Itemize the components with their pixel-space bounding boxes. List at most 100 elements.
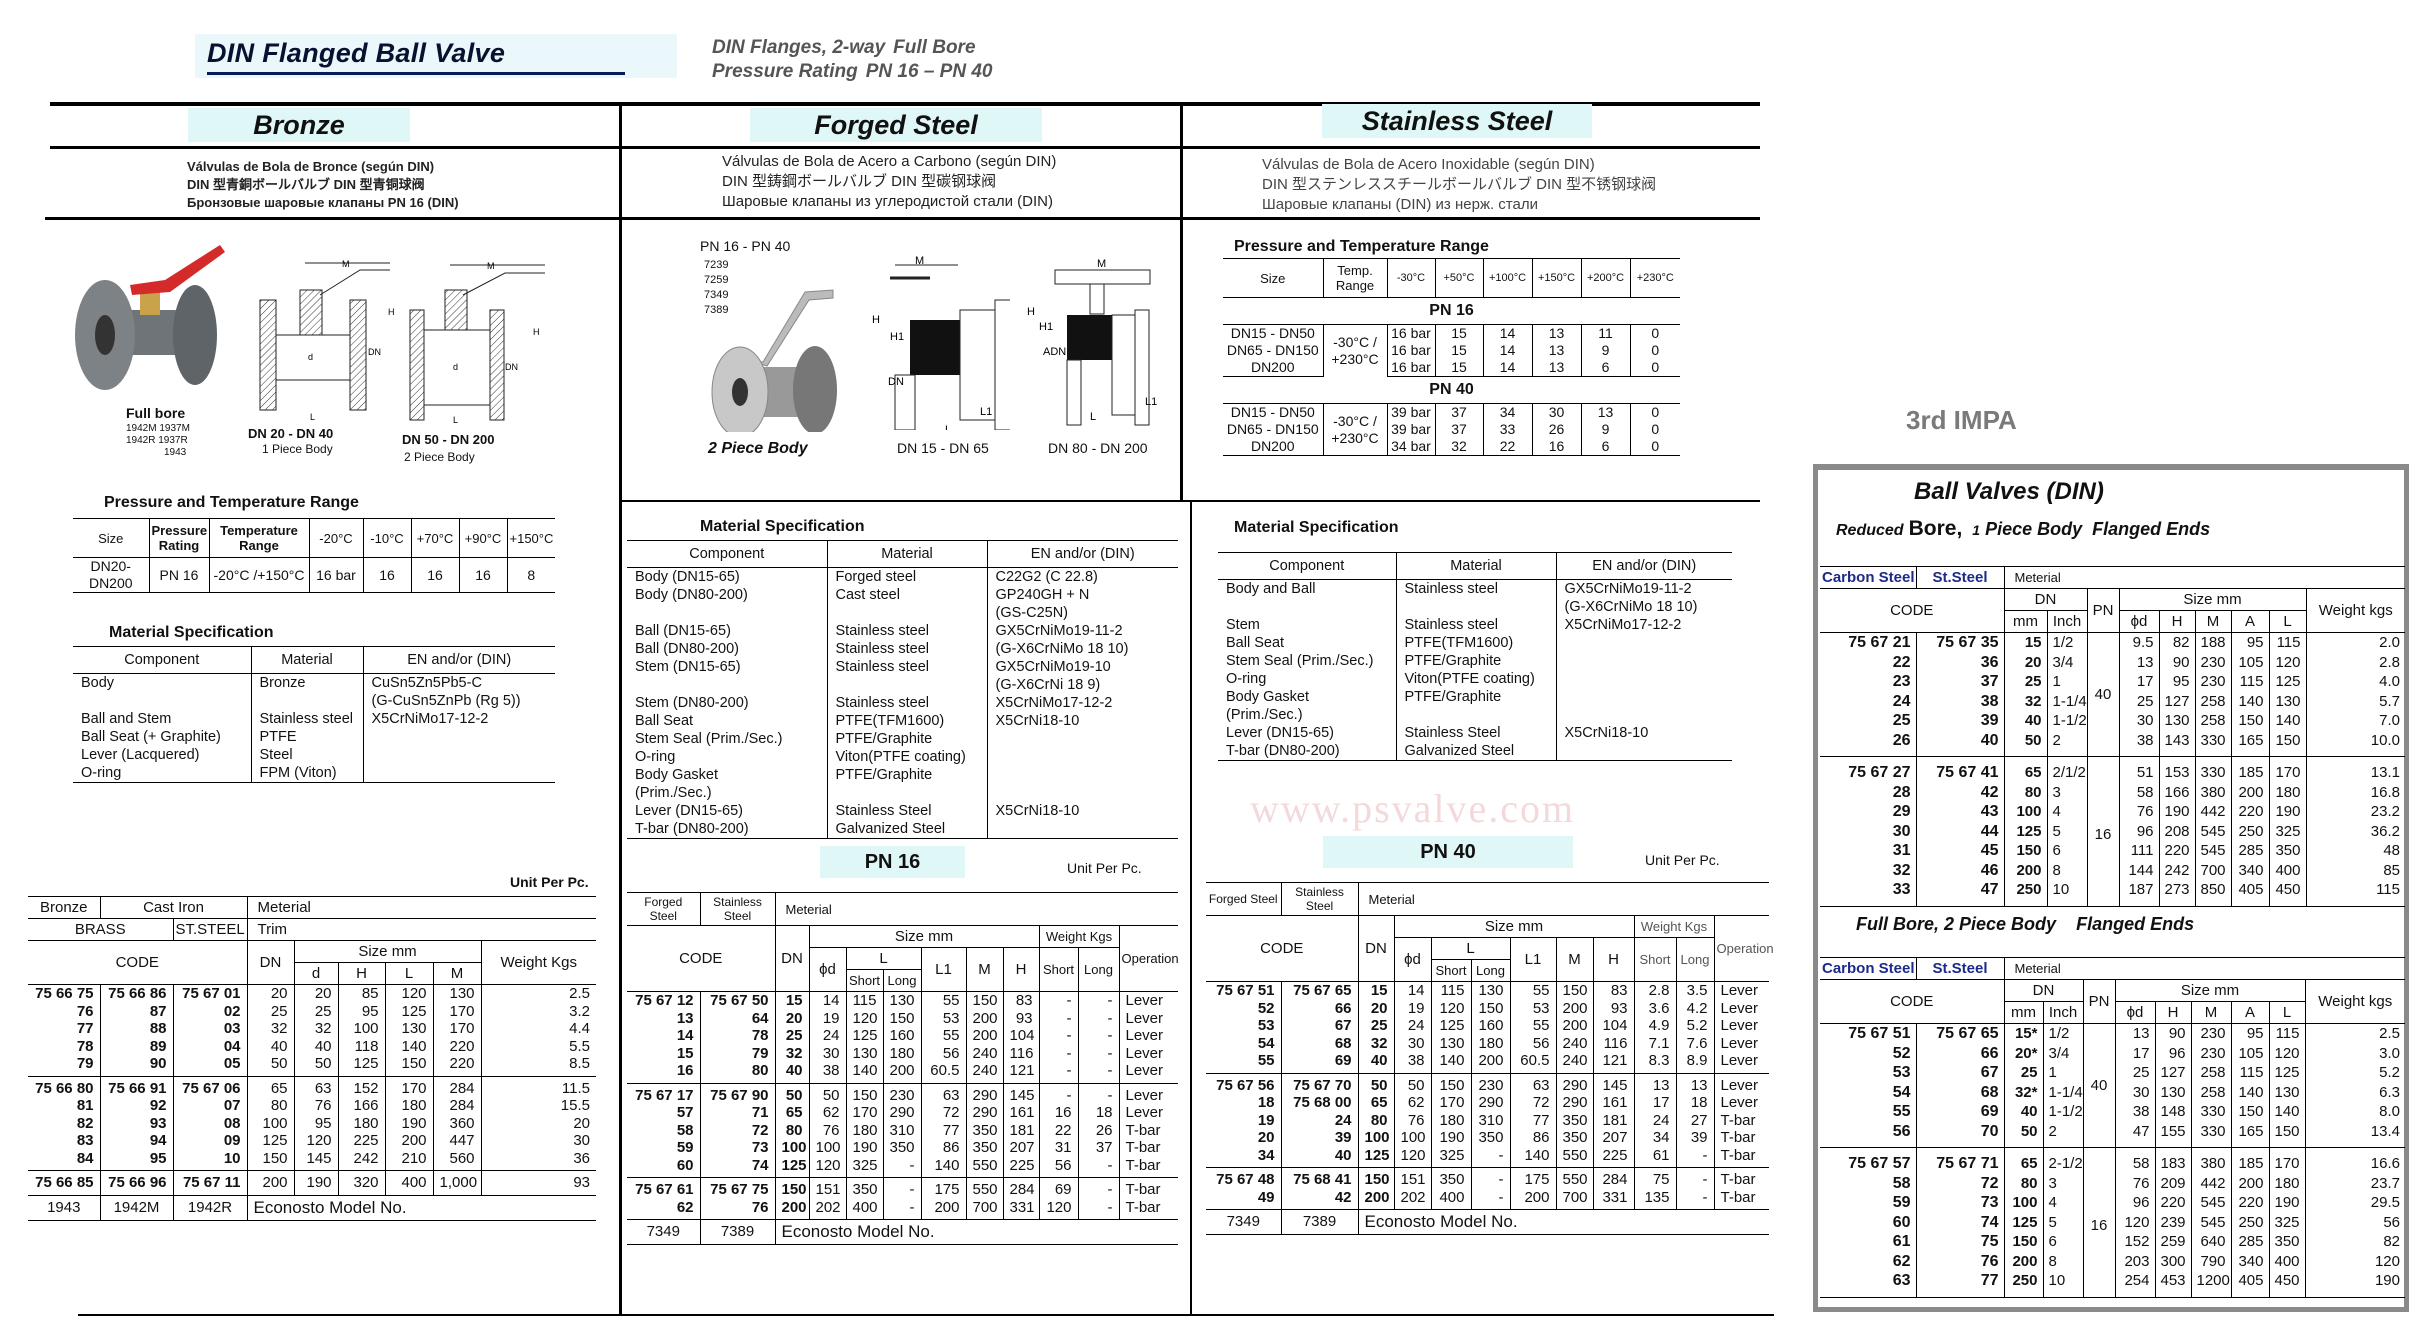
- cell: 95: [2230, 632, 2269, 653]
- cell: 115: [1430, 981, 1471, 1000]
- cell: 75: [1633, 1167, 1676, 1189]
- cell: 75 67 61: [627, 1177, 700, 1199]
- cell: 7.1: [1633, 1034, 1676, 1052]
- material-row: (G-CuSn5ZnPb (Rg 5)): [73, 692, 555, 710]
- cell: 51: [2118, 756, 2159, 783]
- cell: 331: [1002, 1198, 1039, 1220]
- cell: PTFE/Graphite: [826, 766, 987, 784]
- cell: 65: [2003, 756, 2047, 783]
- cell: Lever: [1118, 1044, 1178, 1062]
- cell: 453: [2154, 1271, 2191, 1297]
- cell: 150: [1555, 981, 1593, 1000]
- cell: 31: [1038, 1139, 1078, 1157]
- cell: -: [1077, 1198, 1119, 1220]
- cell: 9.5: [2118, 632, 2159, 653]
- cell: 26: [1077, 1121, 1119, 1139]
- bronze-diagram1-range: DN 20 - DN 40: [248, 426, 334, 441]
- hdr-mm: mm: [2003, 610, 2048, 633]
- cell: 350: [1470, 1129, 1510, 1147]
- cell: 56: [1509, 1034, 1556, 1052]
- stainless-translations: Válvulas de Bola de Acero Inoxidable (se…: [1262, 155, 1656, 215]
- cell: 130: [845, 1044, 883, 1062]
- hdr-M: M: [965, 947, 1004, 992]
- hdr-H: H: [1592, 937, 1635, 982]
- col-pressure: Pressure Rating: [148, 518, 209, 558]
- dim-H: H: [1027, 306, 1035, 318]
- cell: 284: [432, 1097, 482, 1115]
- cell: 130: [2268, 691, 2306, 711]
- cell: 320: [337, 1170, 386, 1195]
- code-row: 56 70 50 2 47 155 330 165 150 13.4: [1820, 1121, 2405, 1148]
- cell: 2-1/2: [2042, 1147, 2083, 1174]
- cell: 70: [1915, 1121, 2004, 1148]
- material-row: Ball and Stem Stainless steel X5CrNiMo17-1…: [73, 710, 555, 728]
- cell: 75 66 91: [99, 1075, 173, 1097]
- cell: 20: [293, 984, 339, 1003]
- dim-DN: DN: [368, 347, 381, 357]
- hdr-ststeel: ST.STEEL: [172, 918, 248, 941]
- cell: 20: [2003, 652, 2047, 672]
- cell: (G-X6CrNi 18 9): [986, 676, 1178, 694]
- cell: 125: [2268, 1063, 2305, 1083]
- cell: 75 67 57: [1820, 1147, 1916, 1174]
- col-en-din: EN and/or (DIN): [1555, 552, 1732, 580]
- material-row: (Prim./Sec.): [1218, 706, 1732, 724]
- impa-subtitle-2: Full Bore, 2 Piece Body Flanged Ends: [1856, 914, 2194, 935]
- cell: 05: [172, 1055, 248, 1076]
- cell: 4.4: [480, 1020, 596, 1038]
- cell: 15.5: [480, 1097, 596, 1115]
- dim-L1: L1: [980, 406, 992, 418]
- col-en-din: EN and/or (DIN): [362, 646, 555, 674]
- cell: 66: [1280, 999, 1358, 1017]
- material-row: Body Bronze CuSn5Zn5Pb5-C: [73, 673, 555, 692]
- cell: 140: [2230, 1082, 2269, 1102]
- material-row: (Prim./Sec.): [627, 784, 1178, 802]
- cell: 13: [1531, 342, 1581, 359]
- translation-rule: [45, 217, 1760, 220]
- cell: 210: [384, 1149, 434, 1171]
- code-row: 75 67 56 75 67 70 50 50 150 230 63 290 145 13 13 Le…: [1206, 1072, 1769, 1094]
- page-subtitle: DIN Flanges, 2-way Full Bore Pressure Rat…: [712, 36, 992, 84]
- cell: 545: [2190, 1193, 2231, 1213]
- dim-DN: DN: [888, 376, 904, 388]
- cell: 8.3: [1633, 1052, 1676, 1073]
- cell: 151: [1393, 1167, 1431, 1189]
- cell: 80: [699, 1062, 775, 1083]
- section-heading-stainless: Stainless Steel: [1322, 104, 1592, 138]
- cell: 13: [1531, 324, 1581, 342]
- cell: 95: [99, 1149, 173, 1171]
- hdr-dn: DN: [774, 925, 810, 992]
- cell: PTFE: [250, 728, 363, 746]
- pn16-badge: PN 16: [820, 846, 965, 878]
- material-row: Lever (Lacquered) Steel: [73, 746, 555, 764]
- cell: 20: [246, 984, 295, 1003]
- cell: PTFE/Graphite: [826, 730, 987, 748]
- cell: 850: [2194, 880, 2231, 906]
- cell: 250: [2230, 1212, 2269, 1232]
- cell: Lever: [1118, 991, 1178, 1010]
- cell: Body Gasket: [1226, 689, 1310, 705]
- cell: 20: [1257, 1129, 1275, 1146]
- model-row: 1943 1942M 1942R Econosto Model No.: [28, 1194, 596, 1221]
- hdr-size: Size mm: [808, 925, 1040, 948]
- cell: 75 67 35: [1915, 632, 2004, 653]
- cell: 290: [882, 1104, 921, 1122]
- cell: Lever: [1713, 1052, 1769, 1073]
- code-row: 75 67 21 75 67 35 15 1/2 40 9.5 82 188 95 115 2.0: [1820, 632, 2405, 757]
- cell: 405: [2230, 880, 2269, 906]
- cell: 150: [965, 991, 1003, 1010]
- code-row: 58 72 80 3 76 209 442 200 180 23.7: [1820, 1173, 2405, 1193]
- cell: T-bar: [1713, 1188, 1769, 1210]
- cell: 200: [2003, 860, 2047, 880]
- cell: 200: [1509, 1188, 1556, 1210]
- cell: Stem Seal (Prim./Sec.): [1226, 653, 1374, 669]
- hdr-code: CODE: [627, 925, 776, 992]
- cell: 13: [2114, 1023, 2155, 1044]
- cell: 37: [1077, 1139, 1119, 1157]
- cell: 239: [2154, 1212, 2191, 1232]
- code-row: 24 38 32 1-1/4 25 127 258 140 130 5.7: [1820, 691, 2405, 711]
- cell: 58: [2118, 782, 2159, 802]
- hdr-inch: Inch: [2046, 610, 2088, 633]
- pt-row: DN20-DN200 PN 16 -20°C /+150°C 16 bar 16 16 16…: [73, 557, 555, 593]
- bronze-pt-title: Pressure and Temperature Range: [104, 494, 359, 511]
